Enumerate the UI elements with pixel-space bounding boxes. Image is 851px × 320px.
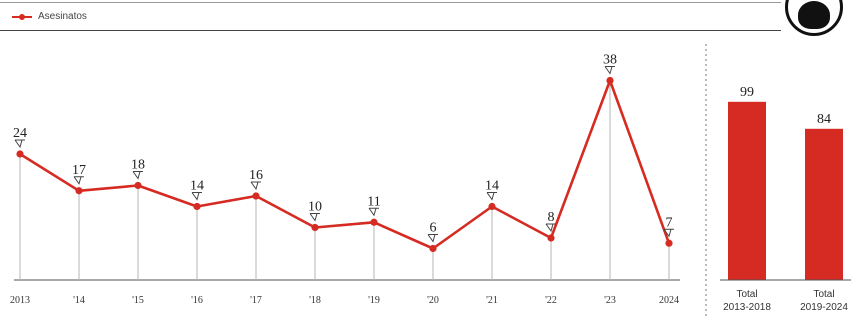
bar-category-label-0-1: 2013-2018: [723, 302, 771, 313]
label-pointer-5: [309, 213, 320, 222]
x-tick-label-7: '20: [427, 295, 439, 306]
bar-category-label-1-0: Total: [813, 289, 834, 300]
x-tick-label-8: '21: [486, 295, 498, 306]
data-label-7: 6: [430, 221, 437, 236]
label-pointer-8: [486, 192, 497, 201]
label-pointer-7: [427, 234, 438, 243]
data-point-1: [75, 187, 83, 195]
data-label-6: 11: [367, 194, 380, 209]
data-label-11: 7: [666, 215, 673, 230]
data-point-7: [429, 244, 437, 253]
data-point-11: [665, 239, 673, 247]
bar-0: [728, 101, 766, 280]
bar-category-label-0-0: Total: [736, 289, 757, 300]
label-pointer-3: [191, 192, 202, 201]
data-label-5: 10: [308, 200, 322, 215]
skull-shape: [798, 1, 830, 29]
data-label-8: 14: [485, 179, 499, 194]
x-tick-label-1: '14: [73, 295, 85, 306]
data-point-2: [134, 181, 142, 190]
data-label-9: 8: [548, 210, 555, 225]
label-pointer-2: [132, 171, 143, 180]
bar-1: [805, 128, 843, 280]
data-point-5: [311, 223, 319, 232]
label-pointer-9: [545, 223, 556, 233]
bar-value-1: 84: [817, 112, 831, 127]
x-tick-label-5: '18: [309, 295, 321, 306]
data-point-9: [547, 234, 555, 242]
label-pointer-10: [604, 66, 615, 75]
label-pointer-11: [663, 228, 674, 238]
data-point-0: [16, 150, 24, 158]
legend-dot: [19, 13, 25, 20]
x-tick-label-9: '22: [545, 295, 557, 306]
label-pointer-6: [368, 207, 379, 217]
x-tick-label-6: '19: [368, 295, 380, 306]
top-rule: [0, 30, 781, 31]
data-label-1: 17: [72, 163, 86, 178]
data-point-3: [193, 202, 201, 211]
x-tick-label-3: '16: [191, 295, 203, 306]
x-tick-label-10: '23: [604, 295, 616, 306]
data-label-3: 14: [190, 179, 204, 194]
top-rule-upper: [0, 2, 781, 3]
label-pointer-1: [73, 176, 84, 185]
series-line-asesinatos: [19, 79, 671, 250]
x-tick-label-0: 2013: [10, 295, 30, 306]
x-tick-label-4: '17: [250, 295, 262, 306]
data-label-0: 24: [13, 126, 27, 141]
legend-swatch: [12, 13, 32, 21]
data-label-10: 38: [603, 53, 617, 68]
data-point-6: [370, 218, 378, 226]
bar-category-label-1-1: 2019-2024: [800, 302, 848, 313]
legend-label: Asesinatos: [38, 11, 87, 22]
x-tick-label-2: '15: [132, 295, 144, 306]
data-label-2: 18: [131, 158, 145, 173]
data-point-8: [488, 202, 496, 211]
x-tick-label-11: 2024: [659, 295, 679, 306]
label-pointer-0: [14, 139, 25, 149]
data-point-10: [606, 76, 614, 85]
data-point-4: [252, 192, 260, 200]
legend: Asesinatos: [12, 11, 87, 22]
label-pointer-4: [250, 181, 261, 191]
data-label-4: 16: [249, 168, 263, 183]
bar-value-0: 99: [740, 85, 754, 100]
